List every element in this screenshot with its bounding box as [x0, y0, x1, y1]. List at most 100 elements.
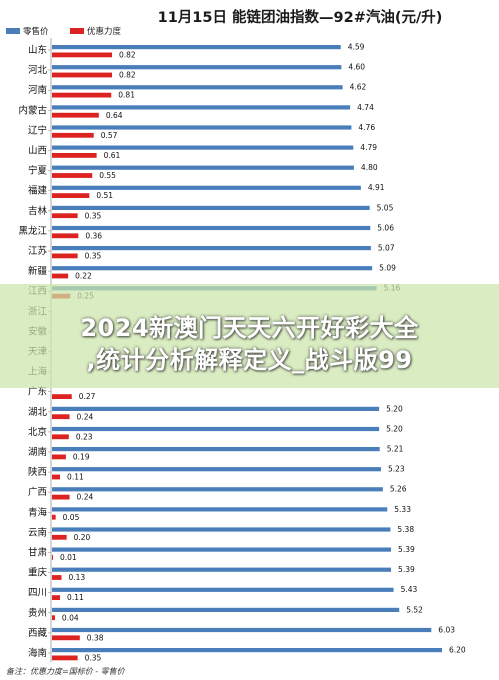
discount-value-label: 0.82	[119, 71, 136, 80]
retail-value-label: 5.26	[390, 485, 407, 494]
discount-value-label: 0.01	[60, 553, 77, 562]
retail-bar	[52, 125, 352, 130]
retail-value-label: 4.74	[357, 103, 374, 112]
discount-bar	[52, 474, 61, 480]
legend-swatch-discount	[70, 28, 84, 34]
legend: 零售价 优惠力度	[6, 26, 122, 37]
category-label: 内蒙古	[18, 104, 47, 116]
category-label: 河北	[28, 64, 48, 76]
retail-bar	[52, 447, 380, 452]
retail-value-label: 4.80	[361, 163, 378, 172]
discount-bar	[52, 153, 97, 158]
category-label: 西藏	[28, 627, 48, 639]
discount-bar	[52, 494, 70, 500]
discount-value-label: 0.05	[63, 513, 80, 522]
category-label: 宁夏	[28, 165, 48, 177]
retail-value-label: 5.43	[401, 585, 418, 594]
discount-bar	[52, 173, 93, 178]
discount-value-label: 0.38	[87, 633, 104, 642]
discount-bar	[52, 514, 56, 520]
discount-bar	[52, 72, 112, 78]
category-label: 北京	[28, 426, 47, 438]
category-label: 重庆	[28, 567, 48, 579]
category-label: 湖北	[28, 407, 48, 418]
category-label: 辽宁	[28, 124, 47, 136]
discount-value-label: 0.11	[67, 473, 84, 482]
discount-bar	[52, 635, 80, 641]
category-label: 广东	[28, 386, 47, 398]
discount-value-label: 0.51	[96, 191, 113, 200]
retail-value-label: 5.38	[397, 525, 414, 534]
discount-value-label: 0.61	[104, 151, 121, 160]
discount-bar	[52, 655, 78, 661]
discount-bar	[52, 595, 61, 600]
category-label: 湖南	[28, 446, 47, 458]
discount-bar	[52, 394, 72, 399]
discount-value-label: 0.82	[119, 51, 136, 60]
discount-bar	[52, 555, 53, 560]
overlay-banner: 2024新澳门天天六开好彩大全 ,统计分析解释定义_战斗版99	[0, 284, 499, 388]
retail-value-label: 5.20	[386, 404, 403, 413]
category-label: 河南	[28, 84, 47, 96]
category-label: 山西	[28, 146, 47, 157]
retail-value-label: 5.09	[379, 264, 396, 273]
discount-value-label: 0.57	[101, 131, 118, 140]
discount-value-label: 0.13	[69, 573, 86, 582]
retail-bar	[52, 607, 400, 612]
retail-value-label: 4.60	[348, 63, 365, 72]
discount-bar	[52, 233, 79, 239]
discount-value-label: 0.23	[76, 432, 93, 441]
legend-swatch-retail	[6, 28, 20, 34]
category-label: 海南	[28, 647, 47, 659]
discount-bar	[52, 534, 67, 540]
retail-bar	[52, 205, 370, 210]
retail-value-label: 6.20	[449, 646, 466, 655]
category-label: 福建	[28, 185, 48, 197]
discount-bar	[52, 213, 78, 219]
discount-value-label: 0.24	[77, 412, 94, 421]
retail-value-label: 5.23	[388, 465, 405, 474]
retail-value-label: 6.03	[438, 625, 455, 634]
chart-note: 备注：优惠力度=国标价 - 零售价	[6, 667, 126, 676]
legend-label-retail: 零售价	[23, 26, 49, 37]
discount-value-label: 0.35	[85, 211, 102, 220]
overlay-line-1: 2024新澳门天天六开好彩大全	[80, 314, 419, 342]
retail-bar	[52, 527, 391, 532]
retail-bar	[52, 145, 354, 150]
retail-bar	[52, 246, 371, 251]
category-label: 新疆	[28, 265, 48, 277]
retail-bar	[52, 406, 380, 411]
category-label: 贵州	[28, 607, 47, 619]
category-label: 陕西	[28, 466, 47, 478]
category-label: 广西	[28, 486, 47, 498]
discount-value-label: 0.81	[118, 91, 135, 100]
retail-bar	[52, 165, 354, 170]
discount-value-label: 0.20	[74, 533, 91, 542]
retail-bar	[52, 627, 432, 633]
retail-bar	[52, 266, 373, 271]
retail-bar	[52, 648, 442, 653]
category-label: 吉林	[28, 205, 48, 217]
discount-bar	[52, 575, 62, 580]
retail-bar	[52, 487, 383, 492]
retail-bar	[52, 45, 341, 50]
category-label: 云南	[28, 526, 47, 538]
discount-value-label: 0.04	[62, 613, 79, 622]
retail-value-label: 4.59	[348, 43, 365, 52]
discount-bar	[52, 414, 70, 420]
retail-bar	[52, 467, 381, 472]
discount-bar	[52, 434, 69, 440]
retail-bar	[52, 105, 351, 110]
retail-value-label: 5.33	[394, 505, 411, 514]
discount-value-label: 0.22	[75, 272, 92, 281]
retail-value-label: 4.76	[358, 123, 375, 132]
category-label: 四川	[28, 588, 47, 599]
discount-value-label: 0.35	[85, 252, 102, 261]
retail-bar	[52, 587, 394, 592]
discount-value-label: 0.24	[77, 493, 94, 502]
overlay-line-2: ,统计分析解释定义_战斗版99	[86, 346, 413, 374]
discount-value-label: 0.64	[106, 111, 123, 120]
discount-value-label: 0.36	[85, 231, 102, 240]
retail-value-label: 5.39	[398, 545, 415, 554]
